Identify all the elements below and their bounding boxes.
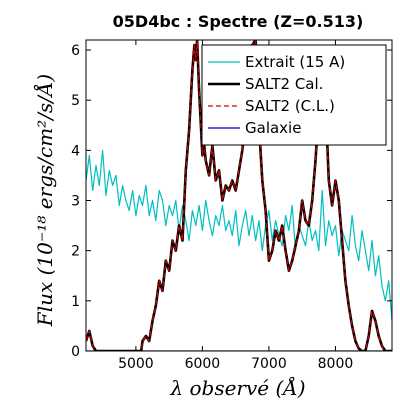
y-tick-label: 0 [71, 344, 80, 360]
series-line-2 [86, 40, 392, 351]
legend-label-2: SALT2 (C.L.) [245, 97, 335, 115]
y-tick-label: 2 [71, 244, 80, 260]
x-tick-label: 7000 [251, 356, 287, 372]
chart-title: 05D4bc : Spectre (Z=0.513) [113, 12, 364, 31]
x-axis-label: λ observé (Å) [169, 375, 305, 400]
legend-label-3: Galaxie [245, 119, 301, 137]
legend-label-0: Extrait (15 A) [245, 53, 345, 71]
y-tick-label: 6 [71, 43, 80, 59]
legend-label-1: SALT2 Cal. [245, 75, 323, 93]
legend: Extrait (15 A) SALT2 Cal. SALT2 (C.L.) Gala… [201, 44, 387, 146]
plot-frame [85, 39, 393, 352]
y-tick-label: 3 [71, 194, 80, 210]
series-layer [86, 40, 392, 351]
y-tick-label: 4 [71, 143, 80, 159]
x-tick-label: 5000 [118, 356, 154, 372]
y-tick-label: 1 [71, 294, 80, 310]
ticks-layer: 5000 6000 7000 8000 0 1 2 3 4 5 6 [71, 40, 392, 372]
x-tick-label: 8000 [318, 356, 354, 372]
y-tick-label: 5 [71, 93, 80, 109]
y-axis-label: Flux (10⁻¹⁸ ergs/cm²/s/Å) [32, 74, 57, 327]
x-tick-label: 6000 [185, 356, 221, 372]
